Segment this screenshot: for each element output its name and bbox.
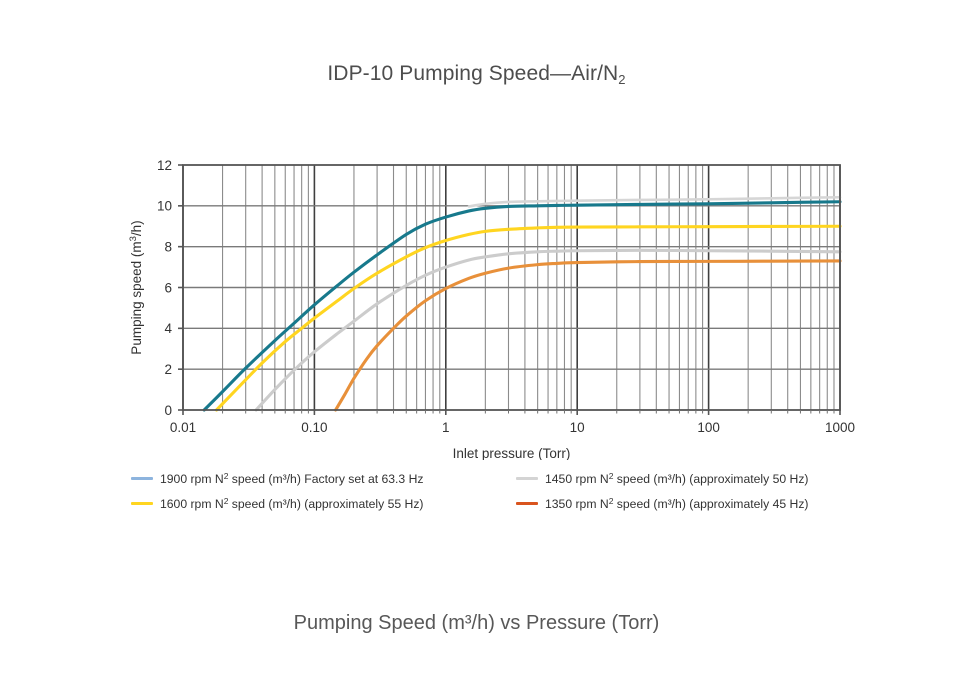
legend-swatch-1450rpm [516, 477, 538, 480]
legend-text-rest: speed (m³/h) (approximately 55 Hz) [228, 496, 424, 511]
plot-area: 0.01 0.10 1 10 100 1000 0 2 4 6 8 10 12 Inlet pressur… [0, 120, 953, 460]
caption-text: Pumping Speed (m³/h) vs Pressure (Torr) [293, 612, 660, 634]
legend-label-1600rpm: 1600 rpm N2 speed (m³/h) (approximately … [160, 495, 424, 511]
y-tick-label: 0 [164, 403, 172, 418]
chart-svg: 0.01 0.10 1 10 100 1000 0 2 4 6 8 10 12 Inlet pressur… [128, 158, 856, 460]
curve-1450rpm [254, 248, 842, 412]
chart-title-subscript: 2 [618, 72, 626, 87]
svg-text:Pumping speed (m3/h): Pumping speed (m3/h) [128, 220, 145, 354]
legend-item-1450rpm[interactable]: 1450 rpm N2 speed (m³/h) (approximately … [516, 466, 861, 491]
y-tick-label: 10 [157, 199, 172, 214]
legend-label-1900rpm: 1900 rpm N2 speed (m³/h) Factory set at … [160, 470, 424, 486]
legend-label-1450rpm: 1450 rpm N2 speed (m³/h) (approximately … [545, 470, 809, 486]
legend-text-main: 1600 rpm N [160, 496, 224, 511]
y-axis-label: Pumping speed (m3/h) [128, 220, 145, 354]
legend-text-rest: speed (m³/h) (approximately 50 Hz) [613, 471, 809, 486]
legend-item-1900rpm[interactable]: 1900 rpm N2 speed (m³/h) Factory set at … [131, 466, 521, 491]
curve-1600rpm [214, 224, 842, 412]
legend-text-sup: 2 [223, 495, 229, 506]
y-tick-label: 12 [157, 158, 172, 173]
legend-swatch-1600rpm [131, 502, 153, 505]
chart-title-text: IDP-10 Pumping Speed—Air/N [327, 62, 619, 85]
x-axis-label: Inlet pressure (Torr) [453, 446, 571, 460]
legend-text-main: 1450 rpm N [545, 471, 609, 486]
chart-title: IDP-10 Pumping Speed—Air/N2 [0, 62, 953, 87]
y-tick-label: 4 [164, 321, 172, 336]
y-tick-label: 2 [164, 362, 172, 377]
x-tick-label: 100 [697, 420, 720, 435]
curve-1900rpm-ghost [467, 195, 842, 208]
x-tick-label: 1000 [825, 420, 855, 435]
y-tick-label: 8 [164, 239, 172, 254]
x-tick-label: 0.01 [170, 420, 196, 435]
legend-column-left: 1900 rpm N2 speed (m³/h) Factory set at … [131, 466, 521, 516]
legend-swatch-1900rpm [131, 477, 153, 480]
legend-item-1350rpm[interactable]: 1350 rpm N2 speed (m³/h) (approximately … [516, 491, 861, 516]
legend-column-right: 1450 rpm N2 speed (m³/h) (approximately … [516, 466, 861, 516]
x-tick-label: 10 [570, 420, 585, 435]
legend-text-main: 1350 rpm N [545, 496, 609, 511]
legend-text-rest: speed (m³/h) Factory set at 63.3 Hz [228, 471, 424, 486]
legend-text-sup: 2 [608, 495, 614, 506]
x-tick-label: 0.10 [301, 420, 327, 435]
legend-label-1350rpm: 1350 rpm N2 speed (m³/h) (approximately … [545, 495, 809, 511]
figure-caption: Pumping Speed (m³/h) vs Pressure (Torr) [0, 612, 953, 635]
legend-text-main: 1900 rpm N [160, 471, 224, 486]
x-tick-label: 1 [442, 420, 450, 435]
legend-swatch-1350rpm [516, 502, 538, 505]
legend-item-1600rpm[interactable]: 1600 rpm N2 speed (m³/h) (approximately … [131, 491, 521, 516]
curve-1900rpm [202, 200, 842, 412]
legend-text-sup: 2 [223, 470, 229, 481]
legend-text-rest: speed (m³/h) (approximately 45 Hz) [613, 496, 809, 511]
curve-1350rpm [334, 259, 842, 412]
legend-text-sup: 2 [608, 470, 614, 481]
y-tick-label: 6 [164, 280, 172, 295]
